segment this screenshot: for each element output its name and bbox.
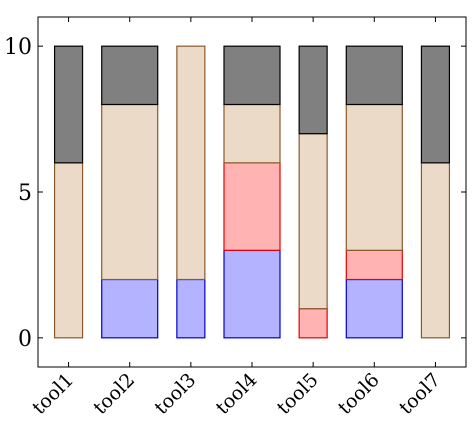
x-tick-label-tool1: tool1	[28, 369, 78, 419]
bar-segment-tool6-series-1	[345, 278, 403, 339]
bar-segment-tool7-series-3	[420, 162, 451, 339]
bar-segment-tool4-series-1	[223, 249, 281, 339]
x-tick-label-tool7: tool7	[395, 369, 445, 419]
bar-segment-tool4-series-4	[223, 45, 281, 106]
y-tick-label-0: 0	[18, 327, 32, 352]
x-tick-label-tool6: tool6	[334, 369, 384, 419]
bar-segment-tool4-series-3	[223, 103, 281, 164]
bar-segment-tool2-series-1	[101, 278, 159, 339]
x-tick-label-tool3: tool3	[150, 369, 200, 419]
y-axis-ticks: 0 5 10	[4, 35, 466, 352]
bar-layer	[53, 45, 451, 339]
bar-segment-tool7-series-4	[420, 45, 451, 164]
bar-segment-tool1-series-4	[53, 45, 84, 164]
bar-segment-tool2-series-3	[101, 103, 159, 281]
bar-segment-tool6-series-2	[345, 249, 403, 281]
bar-segment-tool2-series-4	[101, 45, 159, 106]
x-tick-label-tool4: tool4	[212, 369, 262, 419]
y-tick-label-10: 10	[4, 35, 32, 60]
bar-segment-tool6-series-4	[345, 45, 403, 106]
bar-segment-tool6-series-3	[345, 103, 403, 251]
bar-segment-tool3-series-1	[176, 278, 206, 339]
bar-segment-tool4-series-2	[223, 162, 281, 251]
bar-segment-tool5-series-4	[298, 45, 328, 135]
bar-segment-tool5-series-2	[298, 308, 328, 339]
bar-segment-tool5-series-3	[298, 133, 328, 310]
x-tick-label-tool5: tool5	[273, 369, 323, 419]
y-tick-label-5: 5	[18, 181, 32, 206]
x-tick-label-tool2: tool2	[89, 369, 139, 419]
bar-segment-tool1-series-3	[53, 162, 84, 339]
bar-segment-tool3-series-3	[176, 45, 206, 281]
